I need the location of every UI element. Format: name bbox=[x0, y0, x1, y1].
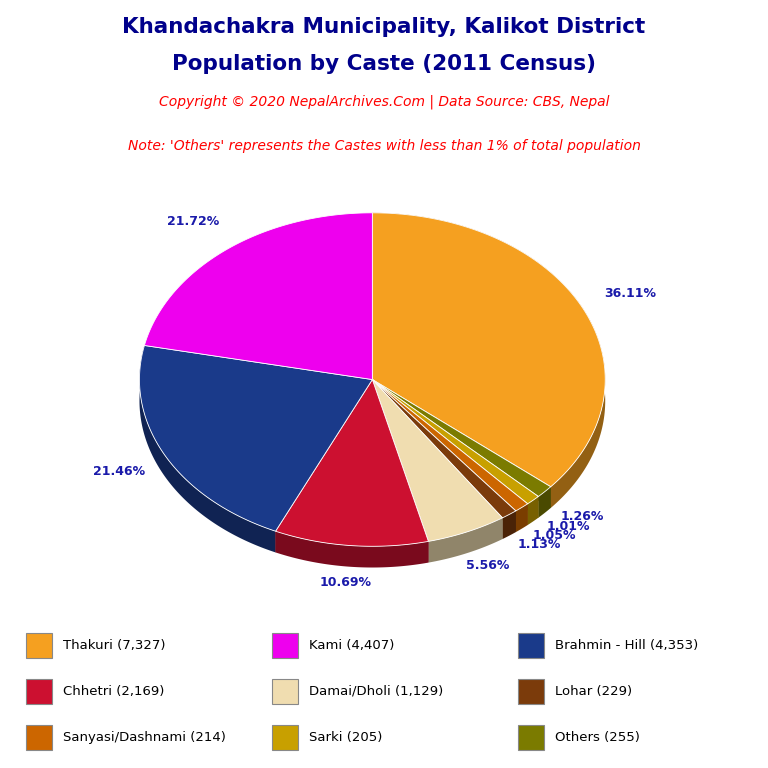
Text: Sarki (205): Sarki (205) bbox=[309, 731, 382, 743]
Polygon shape bbox=[372, 379, 538, 518]
Text: Population by Caste (2011 Census): Population by Caste (2011 Census) bbox=[172, 54, 596, 74]
Polygon shape bbox=[372, 379, 516, 532]
Polygon shape bbox=[372, 379, 516, 532]
Text: Chhetri (2,169): Chhetri (2,169) bbox=[63, 685, 164, 697]
Polygon shape bbox=[140, 346, 276, 552]
Polygon shape bbox=[140, 346, 372, 531]
Text: Copyright © 2020 NepalArchives.Com | Data Source: CBS, Nepal: Copyright © 2020 NepalArchives.Com | Dat… bbox=[159, 94, 609, 109]
Text: 1.26%: 1.26% bbox=[561, 510, 604, 523]
Text: 1.05%: 1.05% bbox=[533, 529, 577, 542]
Text: Sanyasi/Dashnami (214): Sanyasi/Dashnami (214) bbox=[63, 731, 226, 743]
Polygon shape bbox=[372, 379, 538, 504]
Polygon shape bbox=[528, 496, 538, 525]
Text: 21.46%: 21.46% bbox=[93, 465, 145, 478]
Text: 10.69%: 10.69% bbox=[320, 575, 372, 588]
Polygon shape bbox=[372, 379, 516, 518]
Text: Others (255): Others (255) bbox=[554, 731, 640, 743]
Text: Kami (4,407): Kami (4,407) bbox=[309, 639, 395, 651]
Polygon shape bbox=[372, 379, 551, 496]
Bar bbox=[518, 679, 544, 703]
Polygon shape bbox=[502, 511, 516, 539]
Bar bbox=[26, 679, 52, 703]
Text: Lohar (229): Lohar (229) bbox=[554, 685, 632, 697]
Bar bbox=[26, 633, 52, 657]
Polygon shape bbox=[538, 487, 551, 518]
Polygon shape bbox=[372, 379, 528, 525]
Polygon shape bbox=[276, 531, 429, 568]
Polygon shape bbox=[372, 213, 605, 487]
Polygon shape bbox=[372, 379, 429, 563]
Text: 1.13%: 1.13% bbox=[518, 538, 561, 551]
Polygon shape bbox=[276, 379, 372, 552]
Text: 36.11%: 36.11% bbox=[604, 287, 656, 300]
Polygon shape bbox=[372, 379, 502, 539]
Bar bbox=[272, 679, 298, 703]
Text: Khandachakra Municipality, Kalikot District: Khandachakra Municipality, Kalikot Distr… bbox=[122, 17, 646, 37]
Text: 21.72%: 21.72% bbox=[167, 215, 220, 228]
Polygon shape bbox=[276, 379, 372, 552]
Text: Note: 'Others' represents the Castes with less than 1% of total population: Note: 'Others' represents the Castes wit… bbox=[127, 138, 641, 153]
Polygon shape bbox=[516, 504, 528, 532]
Polygon shape bbox=[372, 213, 605, 508]
Polygon shape bbox=[429, 518, 502, 563]
Polygon shape bbox=[276, 379, 429, 546]
Text: Damai/Dholi (1,129): Damai/Dholi (1,129) bbox=[309, 685, 443, 697]
Polygon shape bbox=[372, 379, 429, 563]
Polygon shape bbox=[372, 379, 502, 541]
Polygon shape bbox=[372, 379, 528, 511]
Bar bbox=[518, 633, 544, 657]
Polygon shape bbox=[372, 379, 551, 508]
Bar bbox=[272, 633, 298, 657]
Text: 1.01%: 1.01% bbox=[547, 520, 590, 533]
Polygon shape bbox=[372, 379, 502, 539]
Polygon shape bbox=[372, 379, 528, 525]
Bar bbox=[518, 725, 544, 750]
Polygon shape bbox=[372, 379, 551, 508]
Polygon shape bbox=[144, 213, 372, 379]
Text: Brahmin - Hill (4,353): Brahmin - Hill (4,353) bbox=[554, 639, 698, 651]
Text: 5.56%: 5.56% bbox=[466, 559, 509, 572]
Text: Thakuri (7,327): Thakuri (7,327) bbox=[63, 639, 166, 651]
Polygon shape bbox=[372, 379, 538, 518]
Bar bbox=[26, 725, 52, 750]
Bar bbox=[272, 725, 298, 750]
